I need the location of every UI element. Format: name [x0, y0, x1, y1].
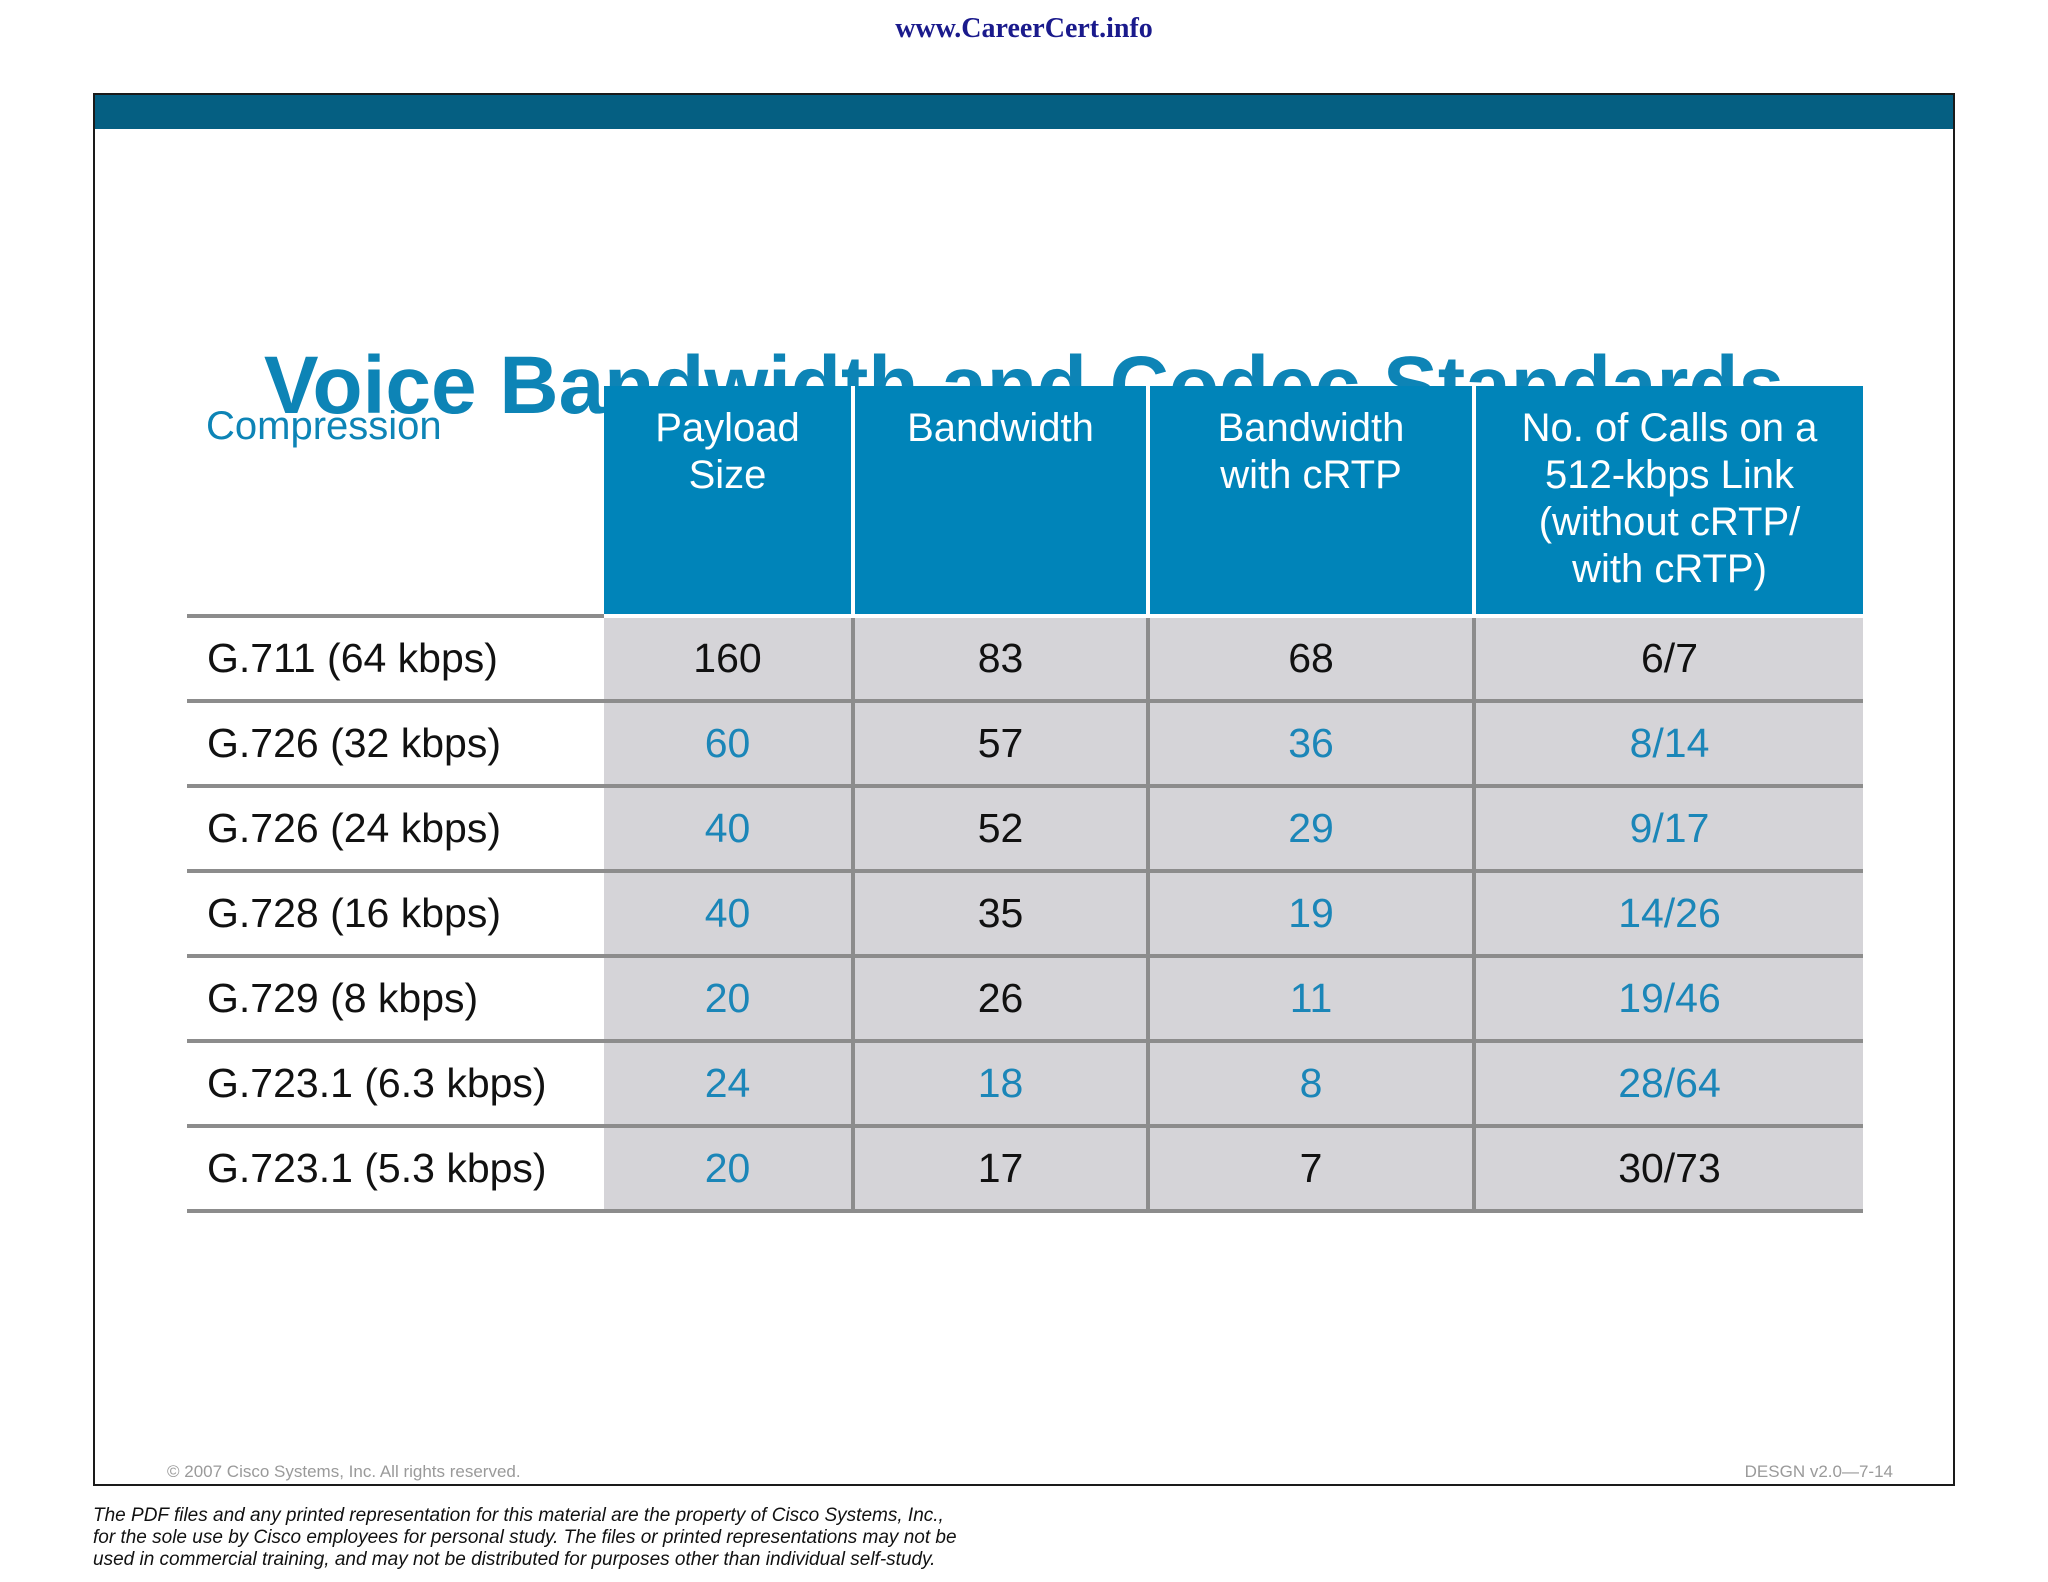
- table-row: G.723.1 (5.3 kbps) 20 17 7 30/73: [187, 1126, 1863, 1213]
- codec-table: Compression Payload Size Bandwidth Bandw…: [187, 386, 1863, 1213]
- table-row: G.729 (8 kbps) 20 26 11 19/46: [187, 956, 1863, 1043]
- cell-bandwidth-crtp: 19: [1146, 871, 1474, 958]
- disclaimer-line: for the sole use by Cisco employees for …: [93, 1527, 957, 1548]
- column-header-calls: No. of Calls on a 512-kbps Link (without…: [1472, 386, 1863, 618]
- cell-calls: 6/7: [1472, 616, 1863, 703]
- header-line: Bandwidth: [1217, 406, 1405, 450]
- cell-payload-size: 24: [604, 1041, 853, 1128]
- cell-payload-size: 40: [604, 786, 853, 873]
- cell-payload-size: 40: [604, 871, 853, 958]
- cell-calls: 14/26: [1472, 871, 1863, 958]
- disclaimer-line: The PDF files and any printed representa…: [93, 1505, 944, 1526]
- cell-calls: 28/64: [1472, 1041, 1863, 1128]
- cell-bandwidth: 26: [851, 956, 1148, 1043]
- header-line: with cRTP): [1572, 547, 1767, 591]
- cell-payload-size: 160: [604, 616, 853, 703]
- slide: Voice Bandwidth and Codec Standards Comp…: [93, 93, 1955, 1486]
- row-label: G.726 (32 kbps): [187, 701, 604, 788]
- column-header-payload-size: Payload Size: [604, 386, 853, 618]
- table-row: G.728 (16 kbps) 40 35 19 14/26: [187, 871, 1863, 958]
- header-line: No. of Calls on a: [1521, 406, 1818, 450]
- site-url: www.CareerCert.info: [895, 13, 1153, 44]
- row-label: G.729 (8 kbps): [187, 956, 604, 1043]
- row-label: G.723.1 (5.3 kbps): [187, 1126, 604, 1213]
- row-label: G.711 (64 kbps): [187, 616, 604, 703]
- row-label: G.726 (24 kbps): [187, 786, 604, 873]
- cell-bandwidth-crtp: 7: [1146, 1126, 1474, 1213]
- cell-calls: 19/46: [1472, 956, 1863, 1043]
- table-header-row: Compression Payload Size Bandwidth Bandw…: [187, 386, 1863, 618]
- cell-bandwidth: 57: [851, 701, 1148, 788]
- cell-calls: 8/14: [1472, 701, 1863, 788]
- cell-bandwidth: 35: [851, 871, 1148, 958]
- cell-payload-size: 60: [604, 701, 853, 788]
- cell-bandwidth-crtp: 68: [1146, 616, 1474, 703]
- table-row: G.726 (32 kbps) 60 57 36 8/14: [187, 701, 1863, 788]
- header-line: Size: [688, 453, 767, 497]
- header-line: with cRTP: [1220, 453, 1402, 497]
- copyright-notice: © 2007 Cisco Systems, Inc. All rights re…: [167, 1462, 521, 1481]
- slide-id: DESGN v2.0—7-14: [1744, 1462, 1893, 1481]
- column-header-bandwidth-crtp: Bandwidth with cRTP: [1146, 386, 1474, 618]
- column-header-compression: Compression: [187, 386, 604, 618]
- cell-bandwidth-crtp: 36: [1146, 701, 1474, 788]
- cell-bandwidth-crtp: 8: [1146, 1041, 1474, 1128]
- cell-bandwidth: 52: [851, 786, 1148, 873]
- cell-payload-size: 20: [604, 956, 853, 1043]
- cell-bandwidth: 18: [851, 1041, 1148, 1128]
- cell-calls: 30/73: [1472, 1126, 1863, 1213]
- cell-calls: 9/17: [1472, 786, 1863, 873]
- cell-bandwidth-crtp: 29: [1146, 786, 1474, 873]
- table-row: G.711 (64 kbps) 160 83 68 6/7: [187, 616, 1863, 703]
- cell-payload-size: 20: [604, 1126, 853, 1213]
- cell-bandwidth: 83: [851, 616, 1148, 703]
- table-row: G.723.1 (6.3 kbps) 24 18 8 28/64: [187, 1041, 1863, 1128]
- row-label: G.723.1 (6.3 kbps): [187, 1041, 604, 1128]
- column-header-bandwidth: Bandwidth: [851, 386, 1148, 618]
- header-line: 512-kbps Link: [1544, 453, 1795, 497]
- table-row: G.726 (24 kbps) 40 52 29 9/17: [187, 786, 1863, 873]
- disclaimer-line: used in commercial training, and may not…: [93, 1549, 936, 1570]
- header-line: (without cRTP/: [1538, 500, 1801, 544]
- row-label: G.728 (16 kbps): [187, 871, 604, 958]
- header-line: Payload: [655, 406, 800, 450]
- disclaimer: The PDF files and any printed representa…: [93, 1505, 957, 1571]
- slide-header-bar: [95, 95, 1953, 129]
- header-line: Bandwidth: [907, 406, 1094, 450]
- cell-bandwidth: 17: [851, 1126, 1148, 1213]
- cell-bandwidth-crtp: 11: [1146, 956, 1474, 1043]
